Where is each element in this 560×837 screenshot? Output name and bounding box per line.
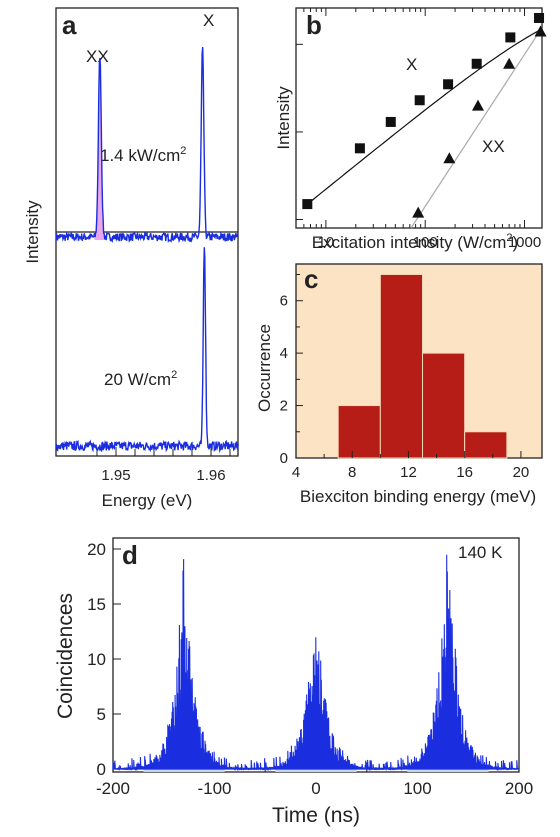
panel-c-xtick-label: 20 [513, 464, 530, 481]
panel-b-frame [295, 7, 543, 229]
panel-c-xtick-label: 16 [456, 464, 473, 481]
panel-a-xtick-2: 1.96 [196, 467, 225, 484]
panel-a-label: a [62, 10, 77, 40]
panel-a-trace1-label: 1.4 kW/cm2 [100, 145, 186, 165]
panel-a-xlabel: Energy (eV) [102, 491, 193, 510]
panel-b-ylabel: Intensity [274, 86, 293, 150]
panel-c-xtick-label: 4 [292, 464, 300, 481]
panel-b-point-x [414, 95, 425, 106]
panel-b-label: b [306, 10, 322, 40]
panel-b-point-x [505, 32, 516, 43]
panel-d-trace [112, 554, 520, 772]
panel-b-point-x [302, 199, 313, 210]
panel-b-series-x: X [406, 55, 417, 74]
panel-d: d 140 K Coincidences Time (ns) -200 -100 0… [54, 537, 533, 827]
panel-c-bar [464, 431, 508, 459]
panel-d-xtick-label: -100 [197, 779, 231, 798]
panel-a-trace2-label: 20 W/cm2 [104, 369, 177, 389]
panel-a-peak-xx: XX [86, 47, 109, 66]
panel-c-ytick-label: 6 [280, 293, 288, 310]
panel-b-point-xx [471, 99, 484, 111]
panel-a-ylabel: Intensity [23, 200, 42, 264]
panel-d-annotation: 140 K [458, 543, 503, 562]
panel-b-xtick-label: 1000 [508, 234, 541, 251]
panel-a-xtick-1: 1.95 [101, 467, 130, 484]
panel-a-highlight [94, 58, 106, 240]
panel-b-fit-x [306, 29, 540, 205]
panel-c: c Occurrence Biexciton binding energy (m… [255, 263, 543, 506]
panel-b-point-x [471, 58, 482, 69]
panel-d-label: d [122, 540, 138, 570]
panel-b-point-x [534, 12, 545, 23]
panel-b-fit-xx [410, 27, 543, 229]
panel-b: b Intensity Excitation intensity (W/cm2)… [274, 7, 547, 252]
panel-b-xlabel: Excitation intensity (W/cm2) [312, 232, 518, 252]
panel-d-ytick-label: 10 [87, 650, 106, 669]
panel-d-xtick-label: -200 [96, 779, 130, 798]
panel-c-ytick-label: 4 [280, 345, 288, 362]
panel-d-ytick-label: 15 [87, 595, 106, 614]
panel-c-bar [379, 273, 424, 459]
panel-a: a Intensity Energy (eV) 1.95 1.96 XX X 1… [23, 7, 239, 510]
panel-d-xtick-label: 100 [403, 779, 431, 798]
panel-b-xtick-label: 10 [318, 234, 335, 251]
panel-d-xtick-label: 200 [505, 779, 533, 798]
panel-b-point-xx [534, 25, 547, 37]
panel-c-xtick-label: 12 [400, 464, 417, 481]
panel-b-point-x [385, 116, 396, 127]
panel-b-xtick-label: 100 [413, 234, 438, 251]
panel-b-point-xx [443, 152, 456, 164]
panel-b-point-x [354, 143, 365, 154]
panel-b-point-xx [412, 206, 425, 218]
panel-d-xlabel: Time (ns) [272, 804, 360, 827]
panel-c-label: c [304, 264, 318, 294]
panel-c-bar [422, 352, 466, 459]
panel-d-xtick-label: 0 [311, 779, 320, 798]
panel-b-series-xx: XX [482, 137, 505, 156]
panel-d-ytick-label: 5 [97, 705, 106, 724]
panel-a-peak-x: X [203, 11, 214, 30]
panel-d-ytick-label: 20 [87, 540, 106, 559]
panel-c-xlabel: Biexciton binding energy (meV) [300, 487, 536, 506]
panel-c-bar [337, 405, 381, 459]
panel-b-point-xx [503, 57, 516, 69]
panel-c-ytick-label: 0 [280, 450, 288, 467]
panel-c-ylabel: Occurrence [255, 324, 274, 412]
panel-d-ytick-label: 0 [97, 760, 106, 779]
panel-b-point-x [443, 79, 454, 90]
panel-c-xtick-label: 8 [348, 464, 356, 481]
panel-a-trace-2 [55, 247, 239, 454]
panel-a-trace-1 [55, 47, 239, 244]
panel-d-ylabel: Coincidences [54, 593, 77, 719]
panel-c-ytick-label: 2 [280, 398, 288, 415]
